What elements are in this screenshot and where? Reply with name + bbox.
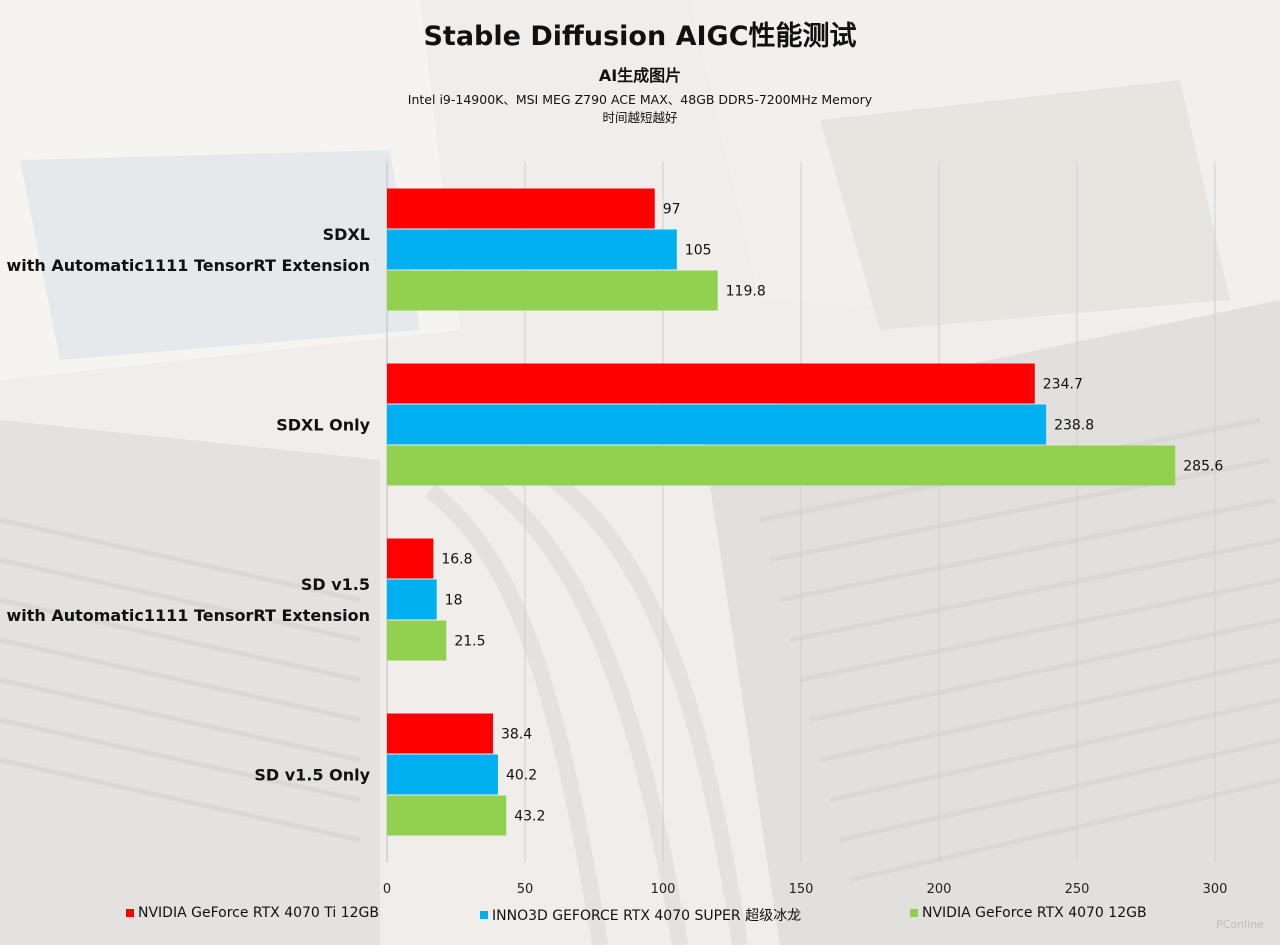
legend-swatch [126,909,134,917]
chart-title: Stable Diffusion AIGC性能测试 [423,21,857,52]
legend-label: NVIDIA GeForce RTX 4070 Ti 12GB [138,905,380,921]
bar [387,579,437,620]
bar [387,404,1047,445]
x-tick-label: 300 [1203,882,1228,897]
x-tick-label: 50 [517,882,534,897]
bar [387,620,447,661]
category-label: SD v1.5 [301,575,370,594]
bar [387,445,1176,486]
data-label: 105 [685,243,712,259]
category-label: SDXL [323,225,370,244]
legend-swatch [480,911,488,919]
chart-note-config: Intel i9-14900K、MSI MEG Z790 ACE MAX、48G… [407,92,873,107]
chart-note-lower-is-better: 时间越短越好 [602,110,678,125]
data-label: 18 [445,593,463,609]
legend-item: NVIDIA GeForce RTX 4070 12GB [910,905,1147,921]
legend-label: NVIDIA GeForce RTX 4070 12GB [922,905,1147,921]
bar [387,795,507,836]
bar [387,713,493,754]
data-label: 97 [663,202,681,218]
chart-subtitle: AI生成图片 [598,66,682,85]
chart-legend: NVIDIA GeForce RTX 4070 Ti 12GB INNO3D GE… [0,905,1280,927]
bar [387,538,434,579]
x-tick-label: 250 [1065,882,1090,897]
x-tick-label: 100 [651,882,676,897]
category-label: with Automatic1111 TensorRT Extension [6,606,370,625]
watermark: PConline [1216,918,1264,931]
data-label: 38.4 [501,727,532,743]
bar [387,363,1035,404]
bar [387,270,718,311]
x-tick-label: 150 [789,882,814,897]
category-label: SDXL Only [276,416,370,435]
legend-label: INNO3D GEFORCE RTX 4070 SUPER 超级冰龙 [492,908,802,924]
x-tick-label: 200 [927,882,952,897]
data-label: 119.8 [726,284,766,300]
data-label: 234.7 [1043,377,1083,393]
legend-swatch [910,909,918,917]
data-label: 43.2 [514,809,545,825]
category-label: with Automatic1111 TensorRT Extension [6,256,370,275]
data-label: 238.8 [1054,418,1094,434]
bar [387,229,677,270]
data-label: 40.2 [506,768,537,784]
legend-item: NVIDIA GeForce RTX 4070 Ti 12GB [126,905,379,921]
data-label: 285.6 [1183,459,1223,475]
bar [387,754,498,795]
bar [387,188,655,229]
category-label: SD v1.5 Only [254,766,370,785]
data-label: 21.5 [454,634,485,650]
data-label: 16.8 [441,552,472,568]
x-tick-label: 0 [383,882,391,897]
legend-item: INNO3D GEFORCE RTX 4070 SUPER 超级冰龙 [480,905,801,925]
